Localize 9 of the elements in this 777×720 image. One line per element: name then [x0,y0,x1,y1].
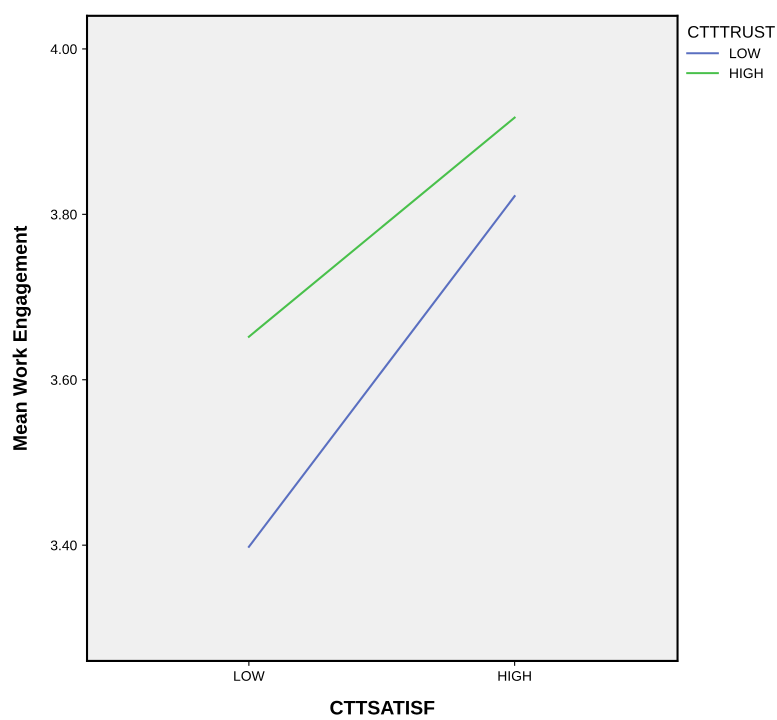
legend-label: LOW [730,48,761,58]
y-tick-label: 4.00 [50,44,77,54]
legend-title: CTTTRUST [688,26,775,38]
y-tick-label: 3.40 [50,540,77,550]
y-tick-label: 3.80 [50,210,77,220]
legend-label: HIGH [730,68,763,78]
x-axis-title: CTTSATISF [330,700,434,715]
y-axis-title: Mean Work Engagement [12,226,31,450]
y-tick-label: 3.60 [50,375,77,385]
